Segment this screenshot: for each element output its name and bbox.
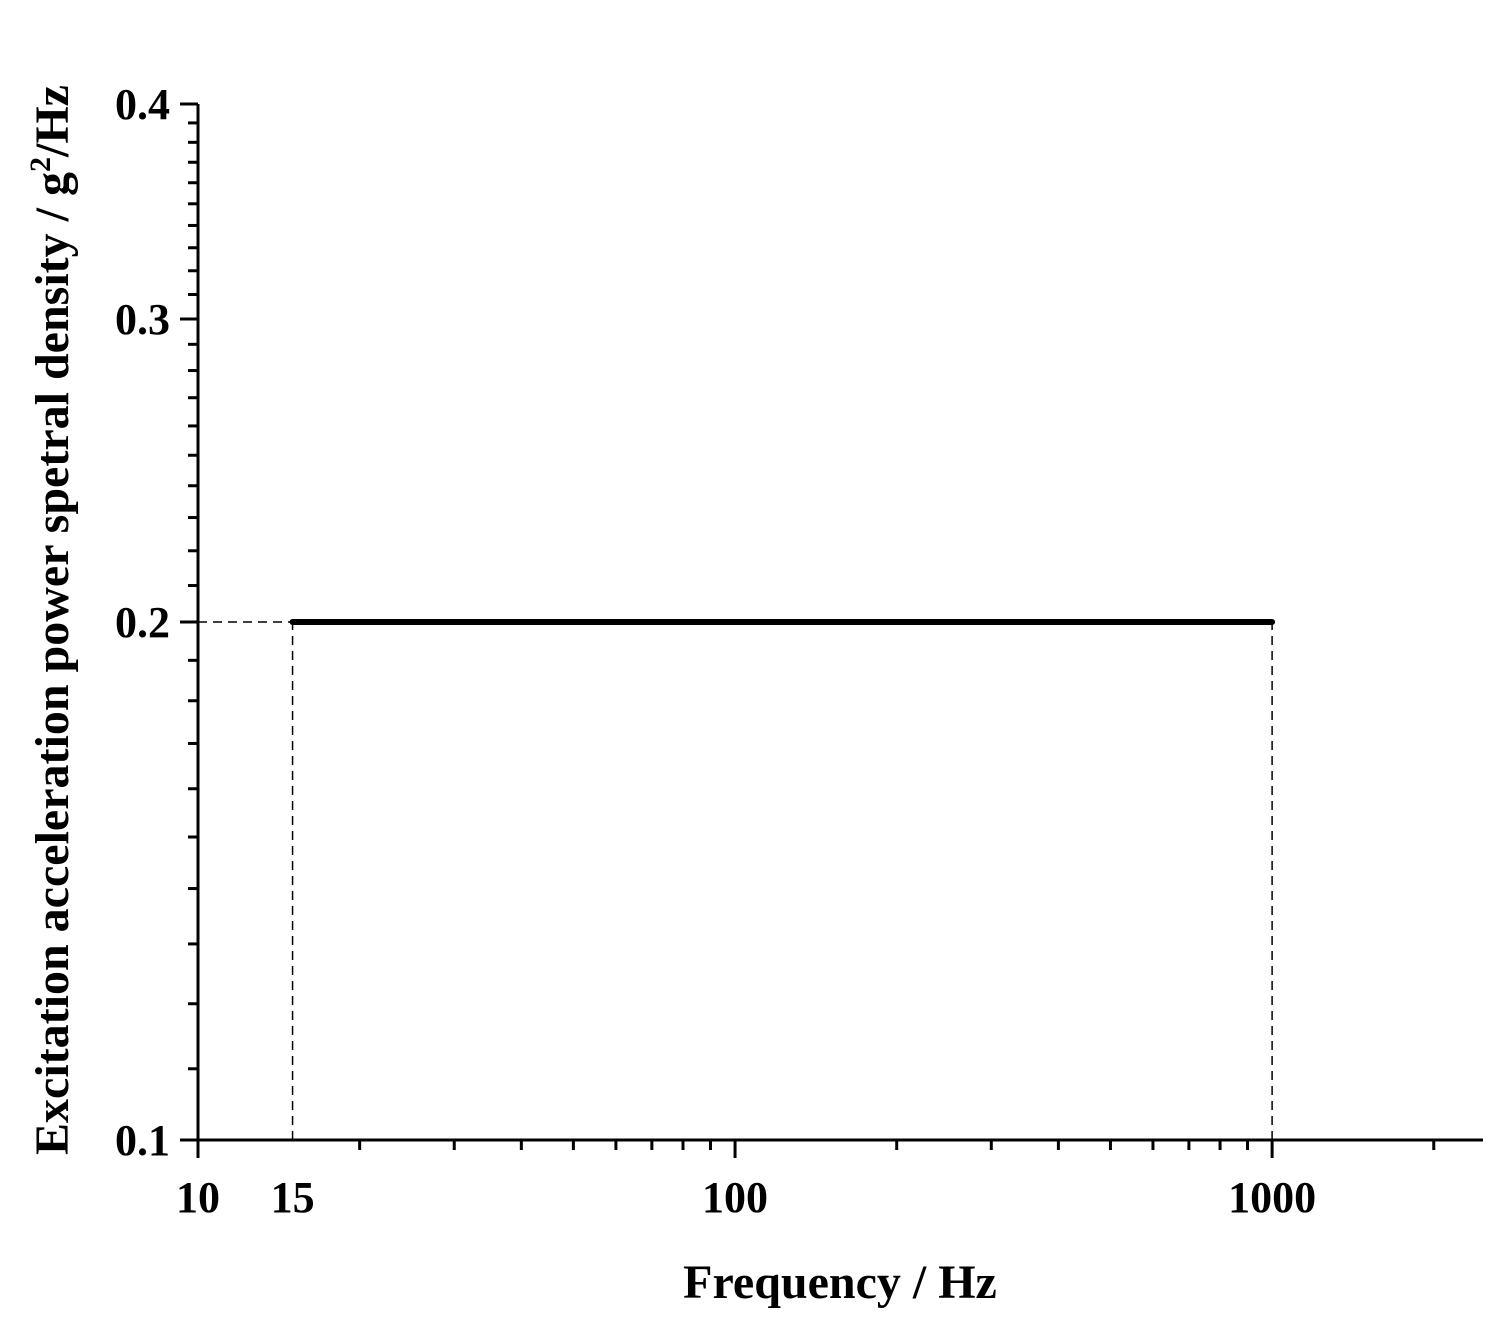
y-tick-labels: 0.1 0.2 0.3 0.4 [115,80,170,1165]
y-axis-title-main: Excitation acceleration power spetral de… [26,172,79,1155]
y-tick-label-0-4: 0.4 [115,80,170,129]
x-tick-label-15: 15 [271,1173,315,1222]
series-layer [289,619,1276,625]
x-tick-label-10: 10 [176,1173,220,1222]
series-point-1-2 [1269,619,1276,625]
series-point-1-1 [289,619,296,625]
x-tick-label-100: 100 [702,1173,768,1222]
y-tick-label-0-3: 0.3 [115,295,170,344]
x-ticks [196,1140,1436,1158]
y-tick-label-0-2: 0.2 [115,598,170,647]
x-axis-title: Frequency / Hz [683,1256,997,1309]
x-tick-label-1000: 1000 [1228,1173,1316,1222]
y-axis-title-tail: /Hz [26,85,79,158]
y-axis-title-superscript: 2 [24,157,57,172]
x-tick-labels: 10 15 100 1000 [176,1173,1316,1222]
reference-lines [198,621,1273,1140]
y-axis-title: Excitation acceleration power spetral de… [24,85,79,1155]
y-tick-label-0-1: 0.1 [115,1116,170,1165]
y-ticks [180,102,198,1142]
